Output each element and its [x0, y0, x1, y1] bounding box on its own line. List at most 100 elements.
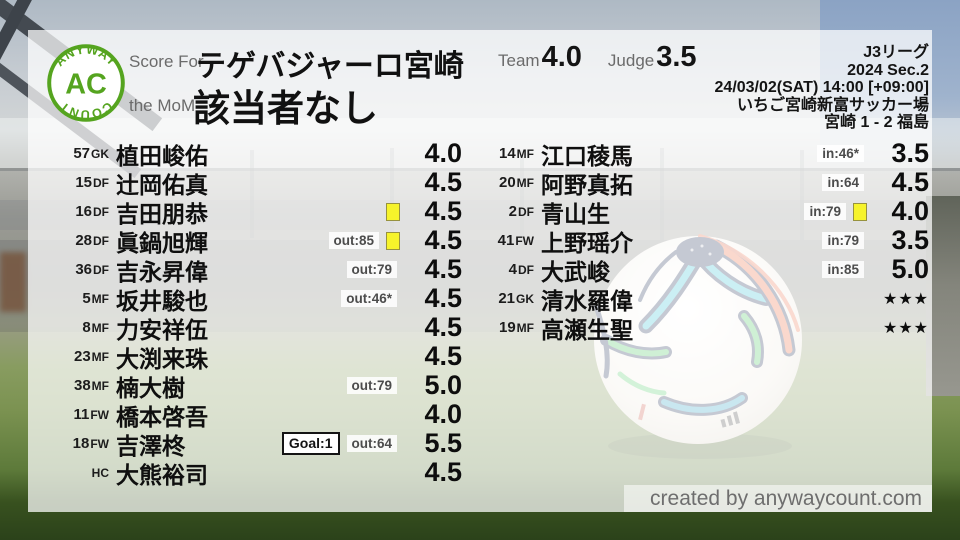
player-position: DF	[93, 233, 109, 248]
player-position: MF	[516, 175, 534, 190]
player-position: FW	[90, 436, 109, 451]
player-row: 21GK 清水羅偉 ★★★	[492, 284, 929, 314]
player-position: MF	[91, 378, 109, 393]
player-name: 青山生	[541, 200, 610, 227]
player-number: 18	[72, 434, 90, 452]
player-name: 阿野真拓	[541, 171, 633, 198]
player-row: HC 大熊裕司 4.5	[45, 457, 462, 488]
match-datetime: 24/03/02(SAT) 14:00 [+09:00]	[714, 79, 929, 96]
player-name: 吉永昇偉	[116, 258, 208, 285]
player-name: 楠大樹	[116, 374, 185, 401]
player-rating: 4.0	[424, 399, 462, 429]
player-position: MF	[516, 146, 534, 161]
player-rating: 3.5	[891, 225, 929, 255]
player-rating: 5.5	[424, 428, 462, 458]
player-row: 36DF 吉永昇偉 out:79 4.5	[45, 254, 462, 285]
player-name: 力安祥伍	[116, 316, 208, 343]
player-rating: 4.5	[424, 167, 462, 197]
player-rating: 3.5	[891, 138, 929, 168]
player-row: 38MF 楠大樹 out:79 5.0	[45, 370, 462, 401]
player-row: 28DF 眞鍋旭輝 out:85 4.5	[45, 225, 462, 256]
player-row: 2DF 青山生 in:79 4.0	[492, 196, 929, 227]
player-rating: 5.0	[891, 254, 929, 284]
player-rating: 4.0	[891, 196, 929, 226]
player-name: 吉田朋恭	[116, 200, 208, 227]
player-position: MF	[91, 291, 109, 306]
player-name: 植田峻佑	[116, 142, 208, 169]
sub-in-badge: in:85	[822, 261, 864, 278]
player-position: DF	[518, 204, 534, 219]
yellow-card-icon	[386, 202, 400, 221]
sub-out-badge: out:79	[346, 261, 397, 278]
credit-bar: created by anywaycount.com	[624, 485, 932, 512]
player-rating: 4.5	[891, 167, 929, 197]
player-position: DF	[93, 262, 109, 277]
player-number: 5	[82, 289, 91, 307]
match-result: 宮崎 1 - 2 福島	[824, 114, 929, 131]
player-name: 大熊裕司	[116, 461, 208, 488]
player-row: 19MF 高瀬生聖 ★★★	[492, 313, 929, 343]
player-rating: 4.5	[424, 457, 462, 487]
logo-bottom-text: COUNT	[56, 99, 115, 123]
player-position: MF	[91, 320, 109, 335]
player-position: DF	[518, 262, 534, 277]
player-row: 14MF 江口稜馬 in:46* 3.5	[492, 138, 929, 169]
player-number: 21	[498, 289, 515, 307]
player-row: 16DF 吉田朋恭 4.5	[45, 196, 462, 227]
player-name: 高瀬生聖	[541, 316, 633, 343]
player-number: 38	[73, 376, 91, 394]
player-name: 大渕来珠	[116, 345, 208, 372]
player-number: 28	[75, 231, 92, 249]
player-name: 辻岡佑真	[116, 171, 208, 198]
player-number: 2	[508, 202, 517, 220]
player-position: DF	[93, 204, 109, 219]
player-number: 4	[508, 260, 517, 278]
sub-in-badge: in:46*	[817, 145, 864, 162]
player-number: 57	[73, 144, 90, 162]
player-number: 16	[75, 202, 92, 220]
score-for-label: Score For	[129, 52, 204, 71]
player-rating: 4.5	[424, 196, 462, 226]
player-number: 11	[73, 405, 90, 423]
player-row: 18FW 吉澤柊 Goal:1 out:64 5.5	[45, 428, 462, 459]
player-position: FW	[90, 407, 109, 422]
logo-center-text: AC	[65, 68, 107, 100]
anywaycount-logo-icon: ANYWAY COUNT AC	[47, 41, 125, 123]
player-rating: 5.0	[424, 370, 462, 400]
player-row: 5MF 坂井駿也 out:46* 4.5	[45, 283, 462, 314]
player-number: 36	[75, 260, 92, 278]
player-rating: ★★★	[882, 319, 929, 337]
player-name: 橋本啓吾	[116, 403, 208, 430]
player-row: 20MF 阿野真拓 in:64 4.5	[492, 167, 929, 198]
player-position: MF	[91, 349, 109, 364]
player-name: 江口稜馬	[541, 142, 633, 169]
player-rating: 4.5	[424, 283, 462, 313]
player-rating: 4.5	[424, 341, 462, 371]
sub-in-badge: in:64	[822, 174, 864, 191]
player-position: DF	[93, 175, 109, 190]
player-name: 眞鍋旭輝	[116, 229, 208, 256]
player-position: GK	[516, 291, 534, 306]
sub-in-badge: in:79	[804, 203, 846, 220]
player-row: 57GK 植田峻佑 4.0	[45, 138, 462, 169]
league-name: J3リーグ	[863, 44, 929, 61]
player-row: 11FW 橋本啓吾 4.0	[45, 399, 462, 430]
match-info: J3リーグ 2024 Sec.2 24/03/02(SAT) 14:00 [+0…	[715, 44, 929, 132]
player-number: 20	[498, 173, 516, 191]
yellow-card-icon	[853, 202, 867, 221]
player-number: 41	[497, 231, 515, 249]
venue-name: いちご宮崎新富サッカー場	[736, 96, 929, 114]
player-row: 15DF 辻岡佑真 4.5	[45, 167, 462, 198]
player-number: 19	[498, 318, 516, 336]
player-rating: 4.5	[424, 254, 462, 284]
anywaycount-logo: ANYWAY COUNT AC	[46, 41, 126, 128]
team-score-value: 4.0	[541, 41, 582, 73]
credit-text: created by anywaycount.com	[650, 486, 922, 510]
goal-badge: Goal:1	[281, 432, 340, 455]
score-summary: Team 4.0 Judge 3.5	[498, 41, 697, 74]
player-row: 8MF 力安祥伍 4.5	[45, 312, 462, 343]
player-number: 14	[498, 144, 516, 162]
sub-out-badge: out:79	[346, 377, 397, 394]
player-rating: 4.5	[424, 312, 462, 342]
player-number: 8	[82, 318, 91, 336]
